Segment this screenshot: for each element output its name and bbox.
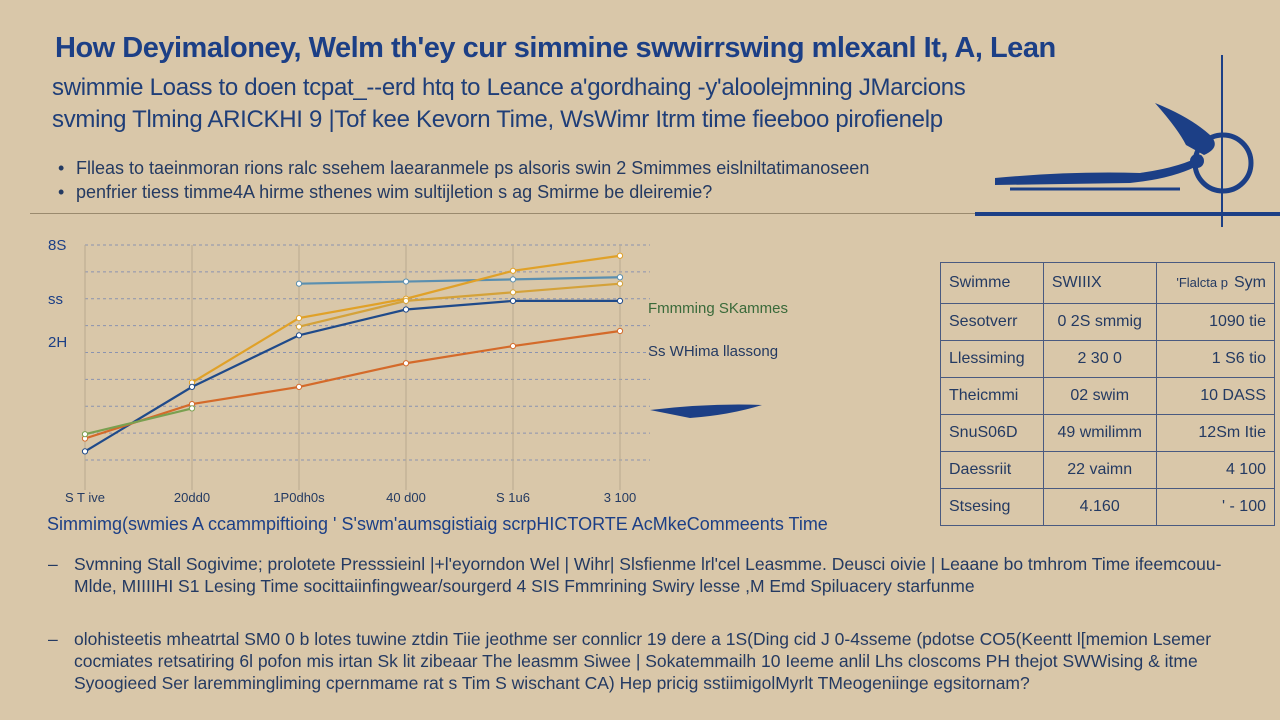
- table-header-label: Sym: [1234, 274, 1266, 291]
- page-title: How Deyimaloney, Welm th'ey cur simmine …: [55, 32, 1056, 64]
- table-cell: 4.160: [1042, 488, 1157, 526]
- table-row: Sesotverr 0 2S smmig 1090 tie: [940, 303, 1276, 341]
- x-tick-label: 20dd0: [174, 490, 210, 505]
- chart-ticks: S T ive 20dd0 1P0dh0s 40 d00 S 1u6 3 100 8S ss 2…: [48, 237, 636, 505]
- table-row: Theicmmi 02 swim 10 DASS: [940, 377, 1276, 415]
- bullet-1-text: Flleas to taeinmoran rions ralc ssehem l…: [76, 158, 870, 178]
- table-cell: 10 DASS: [1155, 377, 1276, 415]
- subtitle-line-2: svming Tlming ARICKHI 9 |Tof kee Kevorn …: [52, 106, 943, 133]
- data-point: [509, 289, 517, 296]
- dash-icon: –: [48, 629, 58, 649]
- data-point: [509, 342, 517, 350]
- x-tick-label: 40 d00: [386, 490, 426, 505]
- bullet-2: • penfrier tiess timme4A hirme sthenes wi…: [58, 182, 712, 203]
- data-point: [616, 252, 624, 259]
- table-cell: Daessriit: [940, 451, 1044, 489]
- x-tick-label: 3 100: [604, 490, 637, 505]
- table-header-cell: SWIIIX: [1042, 262, 1157, 304]
- data-point: [509, 297, 517, 305]
- table-cell: Stsesing: [940, 488, 1044, 526]
- table-cell: SnuS06D: [940, 414, 1044, 452]
- data-point: [295, 280, 303, 287]
- note-2: – olohisteetis mheatrtal SM0 0 b lotes tu…: [48, 628, 1254, 694]
- data-point: [81, 448, 89, 455]
- note-1: – Svmning Stall Sogivime; prolotete Press…: [48, 553, 1254, 597]
- table-header-cell: 'Flalcta p Sym: [1155, 262, 1276, 304]
- data-point: [402, 360, 410, 367]
- table-header-extra: 'Flalcta p: [1176, 275, 1228, 290]
- dash-icon: –: [48, 554, 58, 574]
- table-cell: 12Sm Itie: [1155, 414, 1276, 452]
- table-cell: 22 vaimn: [1042, 451, 1157, 489]
- table-row: Daessriit 22 vaimn 4 100: [940, 451, 1276, 489]
- data-point: [295, 315, 303, 322]
- data-point: [616, 297, 624, 305]
- x-tick-label: S T ive: [65, 490, 105, 505]
- table-row: Stsesing 4.160 ' - 100: [940, 488, 1276, 526]
- table-header-cell: Swimme: [940, 262, 1044, 304]
- bullet-2-text: penfrier tiess timme4A hirme sthenes wim…: [76, 182, 713, 202]
- table-cell: 0 2S smmig: [1042, 303, 1157, 341]
- table-cell: Llessiming: [940, 340, 1044, 378]
- note-2-text: olohisteetis mheatrtal SM0 0 b lotes tuw…: [74, 629, 1212, 693]
- table-cell: 1090 tie: [1155, 303, 1276, 341]
- series-line-2: [298, 282, 621, 328]
- table-cell: 02 swim: [1042, 377, 1157, 415]
- table-cell: ' - 100: [1155, 488, 1276, 526]
- swimmer-icon: [995, 55, 1254, 227]
- table-cell: 4 100: [1155, 451, 1276, 489]
- series-line-3: [84, 299, 620, 453]
- section-divider: [30, 213, 975, 214]
- table-cell: Theicmmi: [940, 377, 1044, 415]
- series-label-2: Ss WHima llassong: [648, 343, 778, 360]
- data-point: [188, 383, 196, 390]
- swimmer-wave-icon: [650, 404, 762, 418]
- table-cell: 1 S6 tio: [1155, 340, 1276, 378]
- bullet-1: • Flleas to taeinmoran rions ralc ssehem …: [58, 158, 869, 179]
- data-point: [81, 431, 89, 438]
- y-tick-label: 8S: [48, 237, 66, 254]
- data-point: [295, 332, 303, 339]
- bullet-dot-icon: •: [58, 182, 65, 202]
- table-header-row: Swimme SWIIIX 'Flalcta p Sym: [940, 262, 1276, 304]
- data-point: [616, 274, 624, 281]
- x-tick-label: S 1u6: [496, 490, 530, 505]
- data-point: [616, 280, 624, 287]
- data-point: [295, 383, 303, 390]
- table-row: SnuS06D 49 wmilimm 12Sm Itie: [940, 414, 1276, 452]
- data-point: [295, 323, 303, 330]
- chart-caption: Simmimg(swmies A ccammpiftioing ' S'swm'…: [47, 514, 828, 534]
- series-line-5: [84, 407, 193, 436]
- data-point: [402, 297, 410, 305]
- series-label-1: Fmmming SKammes: [648, 300, 788, 317]
- y-tick-label: ss: [48, 291, 63, 308]
- table-cell: Sesotverr: [940, 303, 1044, 341]
- comparison-table: Swimme SWIIIX 'Flalcta p Sym Sesotverr 0 2…: [940, 262, 1276, 526]
- data-point: [509, 267, 517, 274]
- line-chart: S T ive 20dd0 1P0dh0s 40 d00 S 1u6 3 100 8S ss 2…: [48, 237, 788, 505]
- note-1-text: Svmning Stall Sogivime; prolotete Presss…: [74, 554, 1222, 596]
- subtitle-line-1: swimmie Loass to doen tcpat_--erd htq to…: [52, 74, 966, 101]
- data-point: [616, 327, 624, 335]
- header-accent-rule: [975, 212, 1280, 216]
- table-cell: 49 wmilimm: [1042, 414, 1157, 452]
- x-tick-label: 1P0dh0s: [273, 490, 325, 505]
- data-point: [402, 278, 410, 285]
- series-line-0: [298, 276, 621, 285]
- chart-series: [81, 252, 624, 455]
- data-point: [402, 306, 410, 313]
- y-tick-label: 2H: [48, 334, 67, 351]
- data-point: [509, 276, 517, 283]
- series-line-4: [84, 329, 621, 440]
- table-cell: 2 30 0: [1042, 340, 1157, 378]
- bullet-dot-icon: •: [58, 158, 65, 178]
- data-point: [188, 405, 196, 412]
